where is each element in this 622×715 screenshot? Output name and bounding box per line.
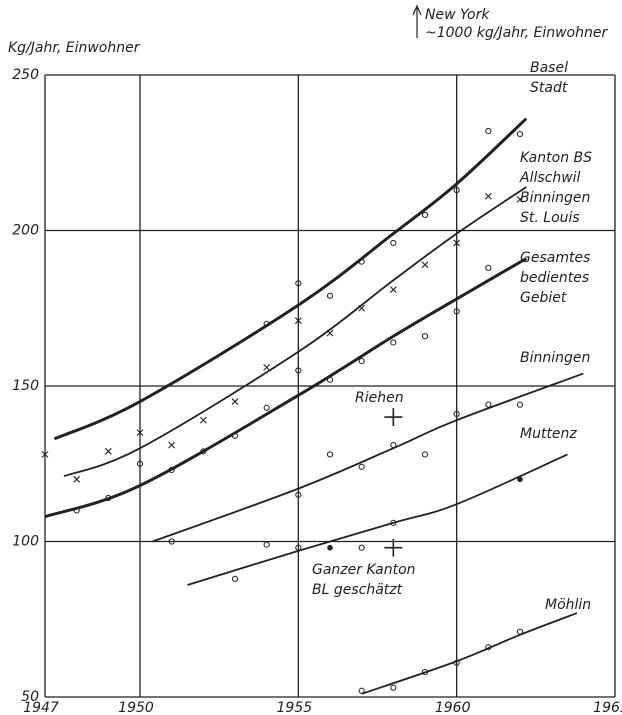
point	[263, 320, 270, 327]
series-label: Binningen	[520, 350, 590, 366]
point	[231, 575, 239, 582]
point	[384, 408, 403, 427]
point	[168, 466, 175, 474]
series-label: Kanton BS	[520, 150, 592, 166]
y-tick-label: 150	[12, 378, 39, 394]
point	[41, 451, 49, 458]
point	[421, 261, 429, 269]
point	[358, 687, 365, 694]
note: ~1000 kg/Jahr, Einwohner	[425, 25, 608, 41]
series-label: Gebiet	[520, 290, 567, 306]
point	[73, 475, 81, 483]
point	[326, 376, 334, 383]
point	[516, 130, 524, 138]
point	[453, 186, 460, 194]
point	[136, 429, 144, 437]
point	[390, 239, 397, 247]
curve	[187, 453, 568, 586]
point	[453, 239, 461, 247]
y-tick-label: 100	[12, 534, 39, 550]
point	[73, 507, 80, 514]
point	[516, 196, 524, 203]
point	[136, 460, 144, 467]
point	[105, 494, 112, 502]
point	[517, 476, 523, 483]
point	[358, 544, 365, 551]
series-label: bedientes	[520, 270, 589, 286]
point	[389, 286, 397, 293]
point	[516, 628, 524, 635]
point	[358, 304, 366, 312]
arrow	[412, 4, 422, 38]
point	[453, 410, 460, 418]
point	[453, 308, 460, 315]
point	[326, 292, 334, 299]
point	[295, 491, 302, 498]
point	[294, 317, 302, 325]
point	[384, 538, 403, 557]
point	[168, 538, 175, 545]
point	[516, 401, 524, 408]
x-tick-label: 1950	[118, 700, 154, 715]
series-label: Möhlin	[545, 597, 591, 613]
series-label: Gesamtes	[520, 250, 590, 266]
curve	[53, 117, 528, 441]
point	[358, 463, 365, 470]
annotation: Riehen	[355, 390, 404, 406]
annotation: BL geschätzt	[312, 582, 403, 598]
point	[231, 398, 239, 405]
curve	[44, 257, 528, 519]
point	[104, 447, 112, 455]
y-tick-label: 250	[12, 67, 39, 83]
point	[421, 451, 429, 458]
point	[327, 544, 333, 551]
point	[485, 127, 492, 135]
point	[390, 339, 397, 346]
point	[326, 329, 334, 337]
series-label: St. Louis	[520, 210, 580, 226]
curve	[152, 372, 584, 543]
point	[231, 432, 239, 439]
x-tick-label: 1947	[23, 700, 59, 715]
point	[484, 192, 492, 200]
y-axis-label: Kg/Jahr, Einwohner	[8, 40, 141, 56]
point	[199, 416, 207, 424]
point	[168, 441, 176, 449]
series-label: Binningen	[520, 190, 590, 206]
point	[358, 358, 365, 365]
note: New York	[425, 7, 490, 23]
y-tick-label: 200	[12, 223, 39, 239]
series-label: Allschwil	[519, 170, 581, 186]
y-tick-label: 50	[21, 689, 39, 705]
point	[326, 451, 334, 458]
point	[453, 659, 460, 666]
x-tick-label: 1955	[277, 700, 313, 715]
x-tick-label: 1960	[435, 700, 471, 715]
point	[421, 669, 429, 676]
curve	[63, 186, 527, 478]
point	[485, 401, 492, 408]
series-label: Basel	[530, 60, 568, 76]
point	[485, 644, 492, 651]
point	[200, 448, 207, 455]
point	[358, 258, 365, 265]
point	[295, 280, 302, 287]
series-label: Stadt	[530, 80, 568, 96]
x-tick-label: 1965	[593, 700, 622, 715]
point	[421, 333, 429, 340]
point	[421, 211, 429, 219]
point	[263, 363, 271, 371]
point	[390, 519, 397, 526]
annotation: Ganzer Kanton	[312, 562, 416, 578]
point	[390, 684, 397, 691]
point	[263, 404, 270, 411]
curve	[361, 612, 578, 695]
point	[390, 441, 397, 449]
series-label: Muttenz	[520, 426, 577, 442]
point	[295, 544, 302, 551]
point	[263, 541, 270, 548]
point	[485, 264, 492, 271]
point	[295, 367, 302, 374]
